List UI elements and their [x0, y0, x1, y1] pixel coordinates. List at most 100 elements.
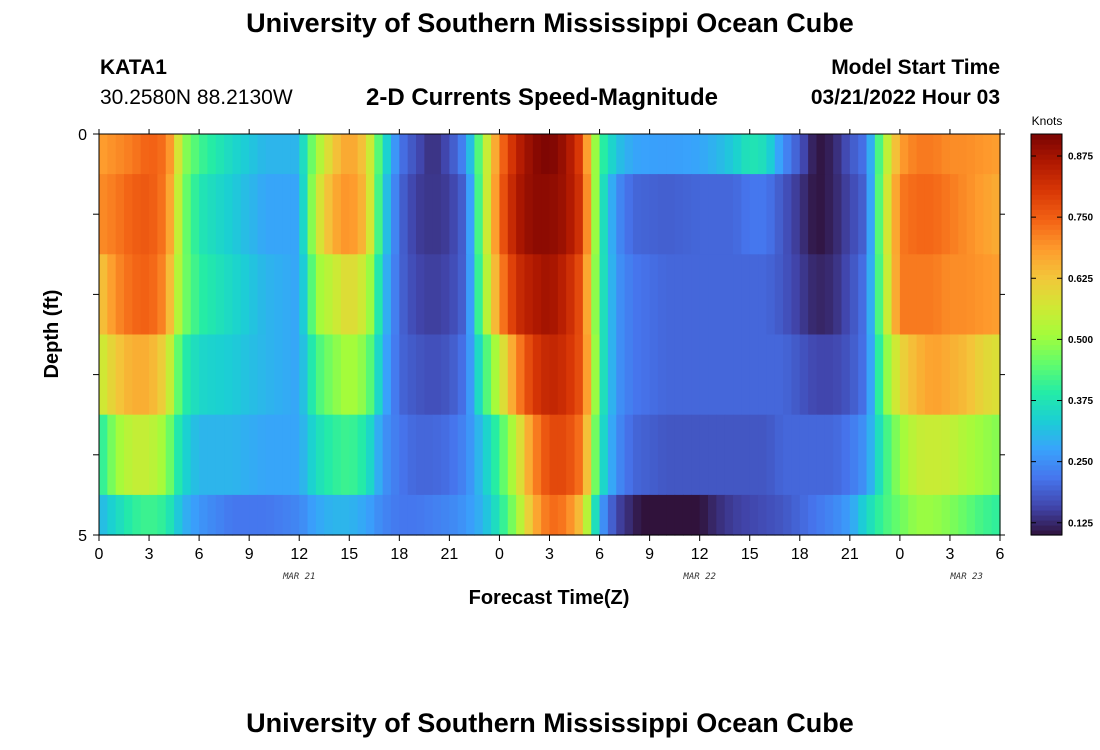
heatmap-cell: [783, 414, 793, 496]
heatmap-cell: [791, 494, 801, 536]
heatmap-cell: [833, 414, 843, 496]
heatmap-cell: [799, 174, 809, 255]
heatmap-cell: [958, 134, 968, 175]
colorbar-segment: [1031, 339, 1062, 346]
model-start-label: Model Start Time: [831, 56, 1000, 79]
colorbar-segment: [1031, 344, 1062, 351]
heatmap-cell: [466, 134, 476, 175]
heatmap-cell: [699, 494, 709, 536]
heatmap-cell: [841, 334, 851, 416]
heatmap-cell: [299, 254, 309, 336]
heatmap-cell: [474, 174, 484, 255]
heatmap-cell: [924, 254, 934, 336]
heatmap-cell: [774, 494, 784, 536]
colorbar-segment: [1031, 259, 1062, 265]
heatmap-cell: [774, 414, 784, 496]
heatmap-cell: [290, 174, 300, 255]
heatmap-cell: [390, 254, 400, 336]
heatmap-cell: [816, 494, 826, 536]
heatmap-cell: [207, 134, 217, 175]
heatmap-cell: [274, 254, 284, 336]
heatmap-cell: [165, 414, 175, 496]
heatmap-cell: [340, 254, 350, 336]
heatmap-cell: [591, 494, 601, 536]
heatmap-cell: [99, 174, 108, 255]
heatmap-cell: [390, 334, 400, 416]
heatmap-cell: [949, 414, 959, 496]
heatmap-cell: [357, 254, 367, 336]
x-tick-label: 9: [245, 546, 254, 563]
heatmap-cell: [691, 414, 701, 496]
heatmap-cell: [174, 494, 184, 536]
heatmap-cell: [365, 254, 375, 336]
date-label: MAR 22: [682, 572, 716, 582]
heatmap-cell: [424, 174, 434, 255]
heatmap-cell: [574, 414, 584, 496]
heatmap-cell: [849, 494, 859, 536]
heatmap-cell: [733, 134, 742, 175]
heatmap-cell: [607, 414, 617, 496]
heatmap-cell: [591, 254, 601, 336]
heatmap-cell: [849, 414, 859, 496]
heatmap-cell: [224, 414, 234, 496]
heatmap-cell: [874, 254, 884, 336]
heatmap-cell: [99, 414, 108, 496]
colorbar-segment: [1031, 309, 1062, 316]
heatmap-cell: [557, 134, 567, 175]
colorbar-segment: [1031, 334, 1062, 341]
heatmap-cell: [491, 134, 501, 175]
heatmap-cell: [599, 334, 609, 416]
heatmap-cell: [858, 174, 868, 255]
heatmap-cell: [182, 174, 192, 255]
heatmap-cell: [949, 334, 959, 416]
heatmap-cell: [849, 254, 859, 336]
heatmap-cell: [499, 254, 509, 336]
heatmap-cell: [274, 414, 284, 496]
heatmap-cell: [274, 494, 284, 536]
heatmap-cell: [632, 334, 642, 416]
heatmap-cell: [149, 174, 158, 255]
heatmap-cell: [124, 174, 133, 255]
heatmap-cell: [224, 494, 234, 536]
chart-subtitle: 2-D Currents Speed-Magnitude: [366, 84, 719, 111]
heatmap-cell: [607, 334, 617, 416]
heatmap-cell: [182, 254, 192, 336]
heatmap-cell: [591, 174, 601, 255]
model-start-value: 03/21/2022 Hour 03: [810, 86, 1000, 109]
heatmap-cell: [315, 174, 325, 255]
heatmap-cell: [432, 494, 442, 536]
heatmap-cell: [874, 414, 884, 496]
heatmap-cells: [99, 134, 1001, 536]
heatmap-cell: [799, 414, 809, 496]
heatmap-cell: [407, 414, 417, 496]
colorbar-segment: [1031, 319, 1062, 326]
heatmap-cell: [549, 174, 559, 255]
heatmap-cell: [382, 134, 392, 175]
heatmap-cell: [766, 334, 776, 416]
heatmap-cell: [290, 494, 300, 536]
heatmap-cell: [616, 134, 626, 175]
heatmap-cell: [874, 494, 884, 536]
heatmap-cell: [390, 134, 400, 175]
heatmap-cell: [165, 174, 175, 255]
heatmap-cell: [457, 494, 467, 536]
heatmap-cell: [524, 414, 534, 496]
heatmap-cell: [407, 494, 417, 536]
heatmap-cell: [349, 254, 359, 336]
heatmap-cell: [516, 254, 526, 336]
heatmap-cell: [566, 494, 576, 536]
heatmap-cell: [958, 494, 968, 536]
heatmap-cell: [791, 134, 801, 175]
heatmap-cell: [632, 414, 642, 496]
heatmap-cell: [249, 174, 259, 255]
heatmap-cell: [624, 334, 634, 416]
heatmap-cell: [207, 494, 217, 536]
heatmap-cell: [349, 134, 359, 175]
heatmap-cell: [524, 494, 534, 536]
date-label: MAR 21: [282, 572, 316, 582]
heatmap-cell: [165, 254, 175, 336]
x-tick-label: 21: [841, 546, 859, 563]
x-tick-label: 0: [495, 546, 504, 563]
heatmap-cell: [966, 174, 976, 255]
heatmap-cell: [783, 494, 793, 536]
